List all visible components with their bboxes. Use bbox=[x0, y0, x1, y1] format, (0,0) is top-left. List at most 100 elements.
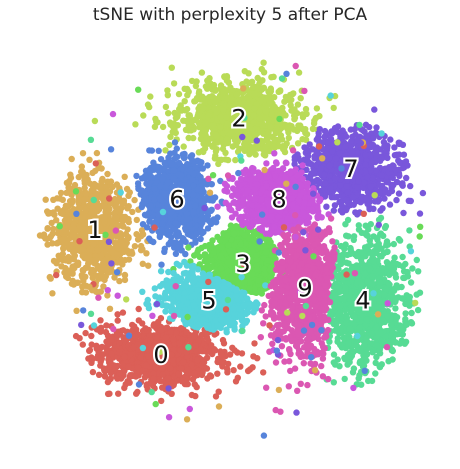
data-point bbox=[53, 217, 60, 224]
data-point bbox=[98, 165, 105, 172]
data-point bbox=[407, 279, 415, 286]
data-point bbox=[71, 264, 78, 272]
data-point bbox=[337, 288, 344, 295]
data-point bbox=[70, 231, 77, 239]
data-point bbox=[285, 134, 292, 142]
data-point bbox=[356, 372, 363, 379]
data-point bbox=[75, 198, 83, 205]
data-point bbox=[131, 243, 139, 250]
data-point bbox=[82, 273, 89, 280]
data-point bbox=[114, 311, 121, 318]
data-point bbox=[134, 388, 141, 396]
data-point bbox=[396, 237, 404, 244]
data-point bbox=[94, 344, 101, 351]
data-point bbox=[132, 333, 139, 341]
data-point bbox=[237, 241, 244, 248]
data-point bbox=[68, 199, 76, 206]
data-point bbox=[341, 293, 349, 300]
data-point bbox=[125, 215, 132, 223]
data-point bbox=[401, 340, 408, 347]
data-point bbox=[121, 353, 128, 361]
data-point bbox=[44, 225, 51, 232]
data-point bbox=[415, 268, 422, 275]
data-point bbox=[223, 114, 230, 121]
data-point bbox=[168, 64, 175, 71]
data-point bbox=[271, 103, 278, 111]
data-point bbox=[237, 363, 244, 370]
data-point bbox=[114, 317, 121, 324]
data-point bbox=[146, 332, 153, 339]
data-point bbox=[204, 261, 211, 268]
data-point bbox=[251, 340, 258, 347]
data-point bbox=[220, 141, 227, 148]
data-point bbox=[115, 349, 123, 356]
data-point bbox=[96, 191, 104, 198]
data-point bbox=[109, 248, 117, 256]
data-point bbox=[47, 233, 55, 240]
data-point bbox=[368, 250, 375, 258]
data-point bbox=[208, 93, 216, 100]
data-point bbox=[112, 214, 120, 221]
data-point bbox=[357, 249, 365, 256]
data-point bbox=[207, 135, 214, 142]
data-point bbox=[124, 205, 131, 212]
data-point bbox=[115, 208, 123, 215]
data-point bbox=[223, 77, 231, 84]
data-point bbox=[299, 136, 306, 143]
data-point bbox=[247, 148, 254, 155]
data-point bbox=[287, 91, 294, 99]
data-point bbox=[402, 310, 409, 317]
data-point bbox=[166, 141, 173, 149]
data-point bbox=[196, 123, 203, 131]
data-point bbox=[135, 305, 142, 313]
data-point bbox=[225, 360, 232, 368]
data-point bbox=[53, 240, 61, 247]
data-point bbox=[380, 250, 388, 257]
data-point bbox=[200, 148, 207, 156]
data-point bbox=[373, 353, 380, 361]
data-point bbox=[199, 105, 207, 112]
data-point bbox=[116, 339, 123, 346]
data-point bbox=[362, 353, 369, 360]
data-point bbox=[83, 255, 90, 262]
data-point bbox=[214, 139, 221, 146]
data-point bbox=[137, 354, 144, 361]
data-point bbox=[382, 222, 390, 230]
data-point bbox=[336, 273, 343, 280]
data-point bbox=[113, 331, 121, 339]
data-point bbox=[216, 156, 223, 164]
data-point bbox=[254, 355, 261, 362]
data-point bbox=[102, 328, 110, 336]
data-point bbox=[99, 177, 106, 185]
data-point bbox=[218, 244, 226, 251]
data-point bbox=[358, 381, 365, 388]
data-point bbox=[224, 232, 231, 239]
data-point bbox=[180, 377, 187, 384]
data-point bbox=[203, 354, 211, 361]
data-point bbox=[44, 208, 51, 215]
data-point bbox=[73, 307, 80, 314]
data-point bbox=[150, 375, 157, 382]
data-point bbox=[121, 384, 128, 392]
data-point bbox=[375, 267, 382, 275]
data-point bbox=[376, 279, 384, 286]
data-point bbox=[145, 353, 152, 360]
data-point bbox=[310, 120, 318, 127]
data-point bbox=[192, 116, 199, 123]
data-point bbox=[159, 371, 166, 378]
data-point bbox=[251, 105, 258, 112]
data-point bbox=[121, 367, 128, 374]
data-point bbox=[76, 335, 83, 342]
data-point bbox=[65, 243, 73, 251]
data-point bbox=[191, 252, 198, 259]
data-point bbox=[177, 365, 185, 372]
data-point bbox=[200, 140, 207, 147]
data-point bbox=[190, 134, 197, 142]
data-point bbox=[62, 202, 70, 209]
data-point bbox=[142, 325, 149, 332]
data-point bbox=[144, 101, 152, 108]
data-point bbox=[131, 323, 138, 330]
data-point bbox=[200, 359, 208, 366]
data-point bbox=[256, 244, 263, 251]
data-point bbox=[341, 375, 348, 383]
